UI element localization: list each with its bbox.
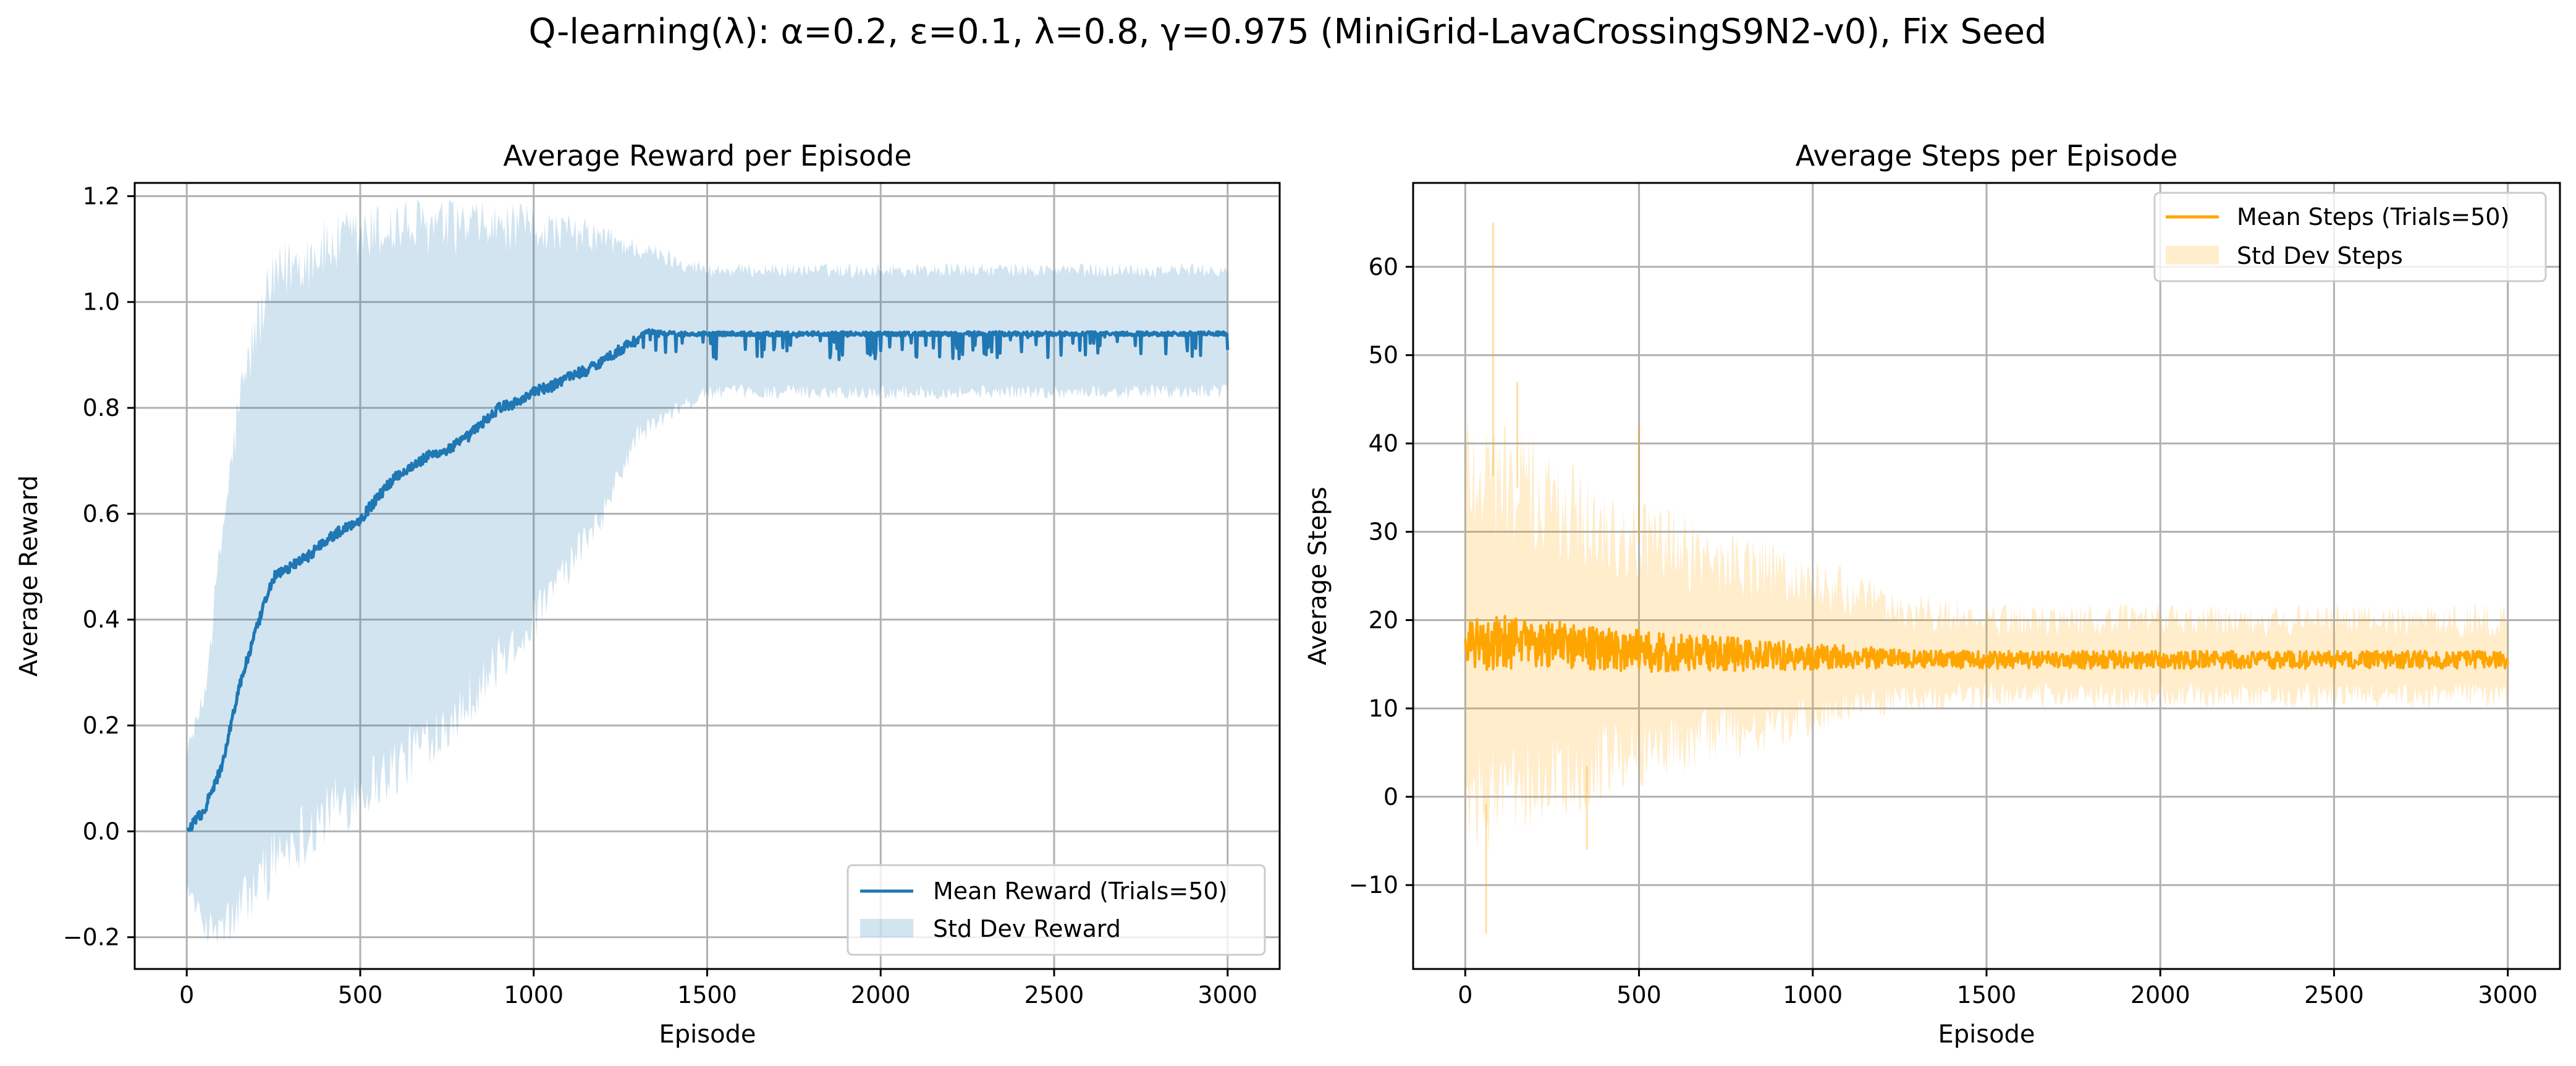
reward-legend-std-label: Std Dev Reward [933,915,1121,942]
steps-x-tick-label: 2000 [2130,981,2190,1009]
steps-y-tick-label: 60 [1369,253,1398,281]
steps-y-axis-label: Average Steps [1304,487,1332,666]
reward-gridlines [135,183,1280,969]
steps-x-tick-label: 1000 [1783,981,1843,1009]
steps-y-tick-label: 20 [1369,606,1398,633]
steps-x-tick-label: 3000 [2478,981,2538,1009]
steps-x-axis-label: Episode [1938,1020,2035,1049]
reward-y-tick-label: 0.6 [83,500,120,527]
steps-plot-area [1464,222,2509,934]
reward-y-tick-label: −0.2 [63,924,120,951]
figure-suptitle: Q-learning(λ): α=0.2, ε=0.1, λ=0.8, γ=0.… [529,12,2047,52]
reward-y-tick-label: 1.2 [83,182,120,209]
reward-x-tick-label: 2500 [1024,981,1084,1009]
steps-y-tick-label: −10 [1349,871,1398,899]
reward-y-tick-label: 0.8 [83,394,120,421]
steps-x-tick-label: 500 [1616,981,1662,1009]
reward-x-tick-label: 500 [338,981,383,1009]
reward-y-axis-label: Average Reward [15,475,43,677]
steps-legend: Mean Steps (Trials=50) Std Dev Steps [2153,192,2547,282]
steps-y-tick-label: 40 [1369,430,1398,457]
reward-std-band [187,200,1228,945]
steps-x-tick-label: 1500 [1957,981,2017,1009]
steps-x-tick-label: 2500 [2304,981,2364,1009]
steps-ticks: 0 500 1000 1500 2000 2500 3000 −10 0 10 20 30 40 50 60 [1349,253,2538,1009]
reward-legend-band-swatch [860,919,913,937]
reward-y-tick-label: 0.2 [83,712,120,739]
reward-chart-title: Average Reward per Episode [503,139,911,172]
reward-y-tick-label: 0.4 [83,606,120,633]
reward-legend-box [847,864,1266,956]
steps-legend-box [2153,192,2547,282]
steps-legend-band-swatch [2166,246,2219,264]
steps-legend-std-label: Std Dev Steps [2237,242,2403,269]
reward-y-tick-label: 0.0 [83,818,120,845]
reward-x-tick-label: 2000 [851,981,911,1009]
reward-x-tick-label: 1500 [677,981,737,1009]
reward-x-tick-label: 1000 [504,981,564,1009]
reward-panel: Average Reward per Episode 0 500 1000 1500 2… [15,139,1281,1049]
steps-chart-title: Average Steps per Episode [1796,139,2178,172]
steps-std-band [1465,418,2508,857]
reward-plot-area [185,200,1230,945]
reward-mean-line [185,328,1230,832]
steps-mean-line [1464,615,2509,673]
steps-y-tick-label: 0 [1383,783,1398,810]
steps-y-tick-label: 30 [1369,518,1398,546]
steps-panel: Average Steps per Episode 0 500 1000 1500 20… [1304,139,2561,1049]
steps-y-tick-label: 50 [1369,342,1398,369]
reward-x-tick-label: 0 [179,981,194,1009]
reward-legend: Mean Reward (Trials=50) Std Dev Reward [847,864,1266,956]
steps-gridlines [1413,183,2560,969]
reward-y-tick-label: 1.0 [83,289,120,316]
reward-legend-mean-label: Mean Reward (Trials=50) [933,878,1228,905]
reward-x-tick-label: 3000 [1197,981,1257,1009]
reward-x-axis-label: Episode [659,1020,756,1049]
steps-y-tick-label: 10 [1369,695,1398,722]
steps-x-tick-label: 0 [1458,981,1472,1009]
steps-legend-mean-label: Mean Steps (Trials=50) [2237,203,2509,231]
reward-ticks: 0 500 1000 1500 2000 2500 3000 −0.2 0.0 0.2 0.4 0.6… [63,182,1257,1009]
